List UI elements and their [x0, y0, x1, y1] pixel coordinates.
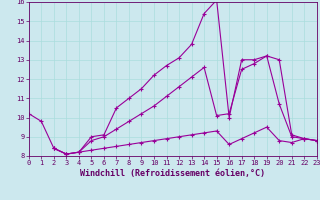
X-axis label: Windchill (Refroidissement éolien,°C): Windchill (Refroidissement éolien,°C) [80, 169, 265, 178]
